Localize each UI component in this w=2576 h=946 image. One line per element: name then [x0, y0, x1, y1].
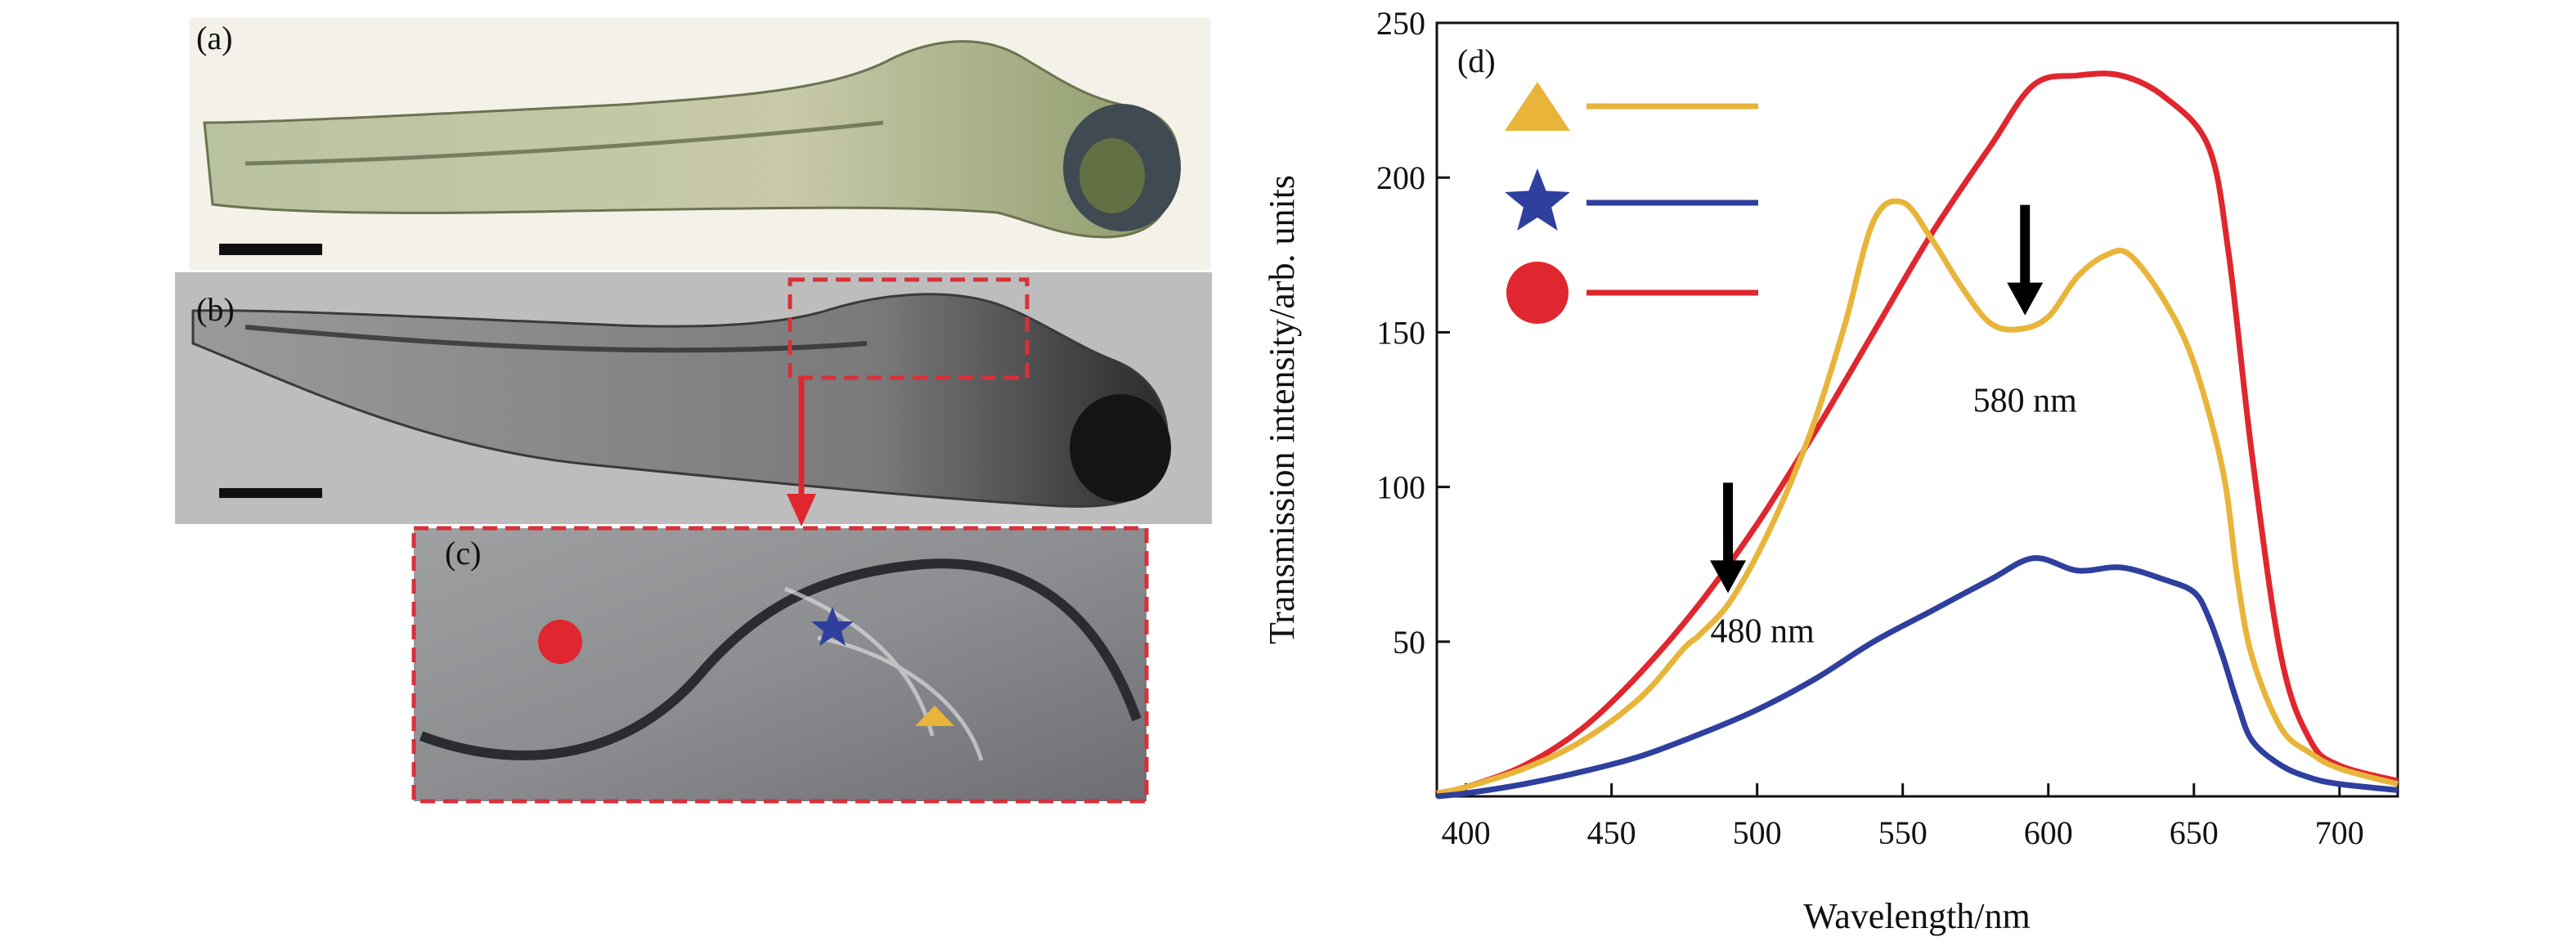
x-tick-label: 450 [1587, 814, 1636, 851]
larva-a-eye-highlight [1079, 138, 1145, 213]
annotation-arrow-head [2007, 282, 2044, 316]
panel-b: (b) [175, 272, 1212, 524]
panel-a-label: (a) [196, 20, 232, 56]
zoom-tissue-texture [784, 586, 984, 761]
y-tick-label: 200 [1376, 159, 1425, 196]
legend-star-icon [1505, 168, 1570, 231]
panel-c: (c) [411, 526, 1149, 804]
series-line-circle [1436, 70, 2399, 796]
panel-b-label: (b) [196, 291, 235, 328]
panel-d-chart: 50 100 150 200 250 400 450 500 550 600 650 700 480… [1262, 5, 2399, 936]
annotation-label: 480 nm [1710, 612, 1815, 650]
x-axis-label: Wavelength/nm [1803, 896, 2031, 936]
series-line-star [1436, 555, 2399, 800]
larva-a-notochord [245, 120, 884, 166]
zoom-tissue-boundary [419, 558, 1142, 760]
scale-bar-a [219, 244, 322, 255]
x-tick-label: 500 [1733, 814, 1782, 851]
y-tick-label: 150 [1376, 314, 1425, 351]
star-marker-icon [811, 607, 854, 646]
series-line-triangle [1436, 198, 2399, 796]
x-tick-label: 400 [1442, 814, 1491, 851]
panel-d-label: (d) [1457, 43, 1496, 79]
panel-c-label: (c) [445, 535, 481, 572]
x-tick-label: 650 [2170, 814, 2219, 851]
scale-bar-b [219, 488, 322, 498]
legend-triangle-icon [1505, 82, 1570, 131]
plot-frame [1435, 21, 2399, 798]
legend-circle-icon [1506, 262, 1568, 324]
y-tick-label: 100 [1376, 469, 1425, 506]
x-tick-label: 600 [2024, 814, 2073, 851]
roi-box [788, 277, 1030, 380]
legend [1505, 82, 1758, 324]
y-axis-ticks: 50 100 150 200 250 [1376, 5, 1450, 661]
panel-a: (a) [190, 18, 1210, 270]
larva-b-body [191, 293, 1169, 508]
annotation-arrow-head [1710, 560, 1747, 594]
annotations-layer: 480 nm 580 nm [1710, 204, 2078, 650]
circle-marker-icon [538, 620, 582, 664]
y-axis-label: Transmission intensity/arb. units [1262, 175, 1302, 644]
triangle-marker-icon [915, 706, 954, 726]
series-layer [1436, 70, 2399, 800]
x-tick-label: 550 [1878, 814, 1928, 851]
x-tick-label: 700 [2315, 814, 2364, 851]
y-tick-label: 50 [1393, 624, 1425, 661]
y-tick-label: 250 [1376, 5, 1425, 42]
zoom-box [411, 526, 1149, 804]
larva-b-notochord [245, 325, 868, 353]
zoom-arrow [787, 378, 816, 527]
larva-b-eye [1070, 394, 1171, 502]
annotation-label: 580 nm [1973, 383, 2078, 420]
x-axis-ticks: 400 450 500 550 600 650 700 [1442, 783, 2364, 851]
